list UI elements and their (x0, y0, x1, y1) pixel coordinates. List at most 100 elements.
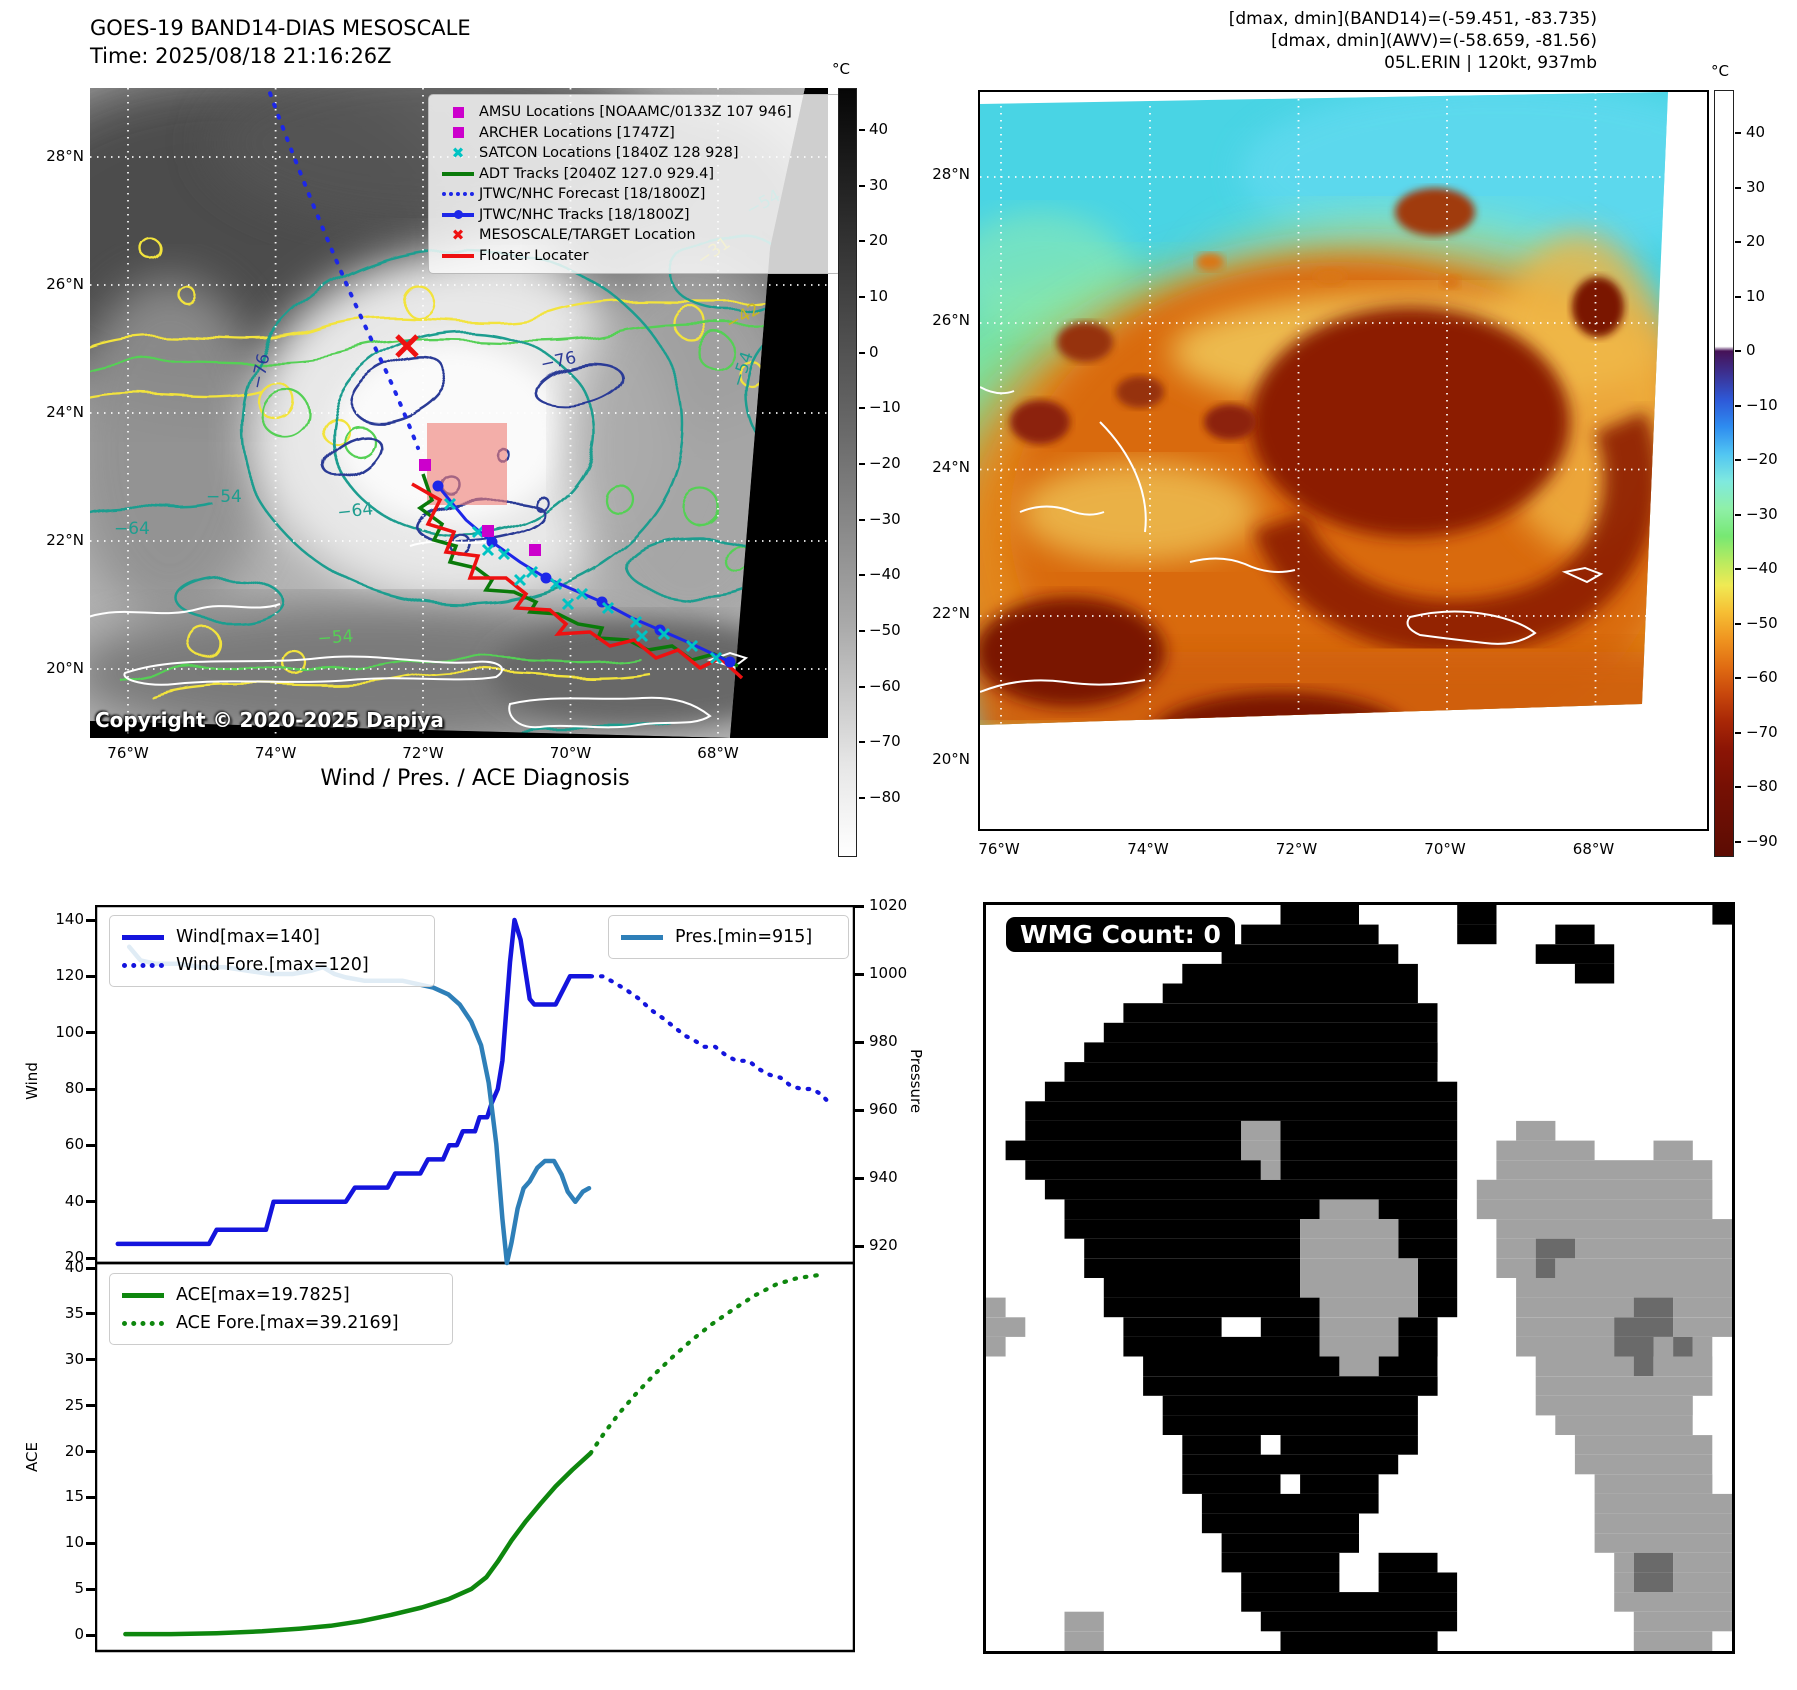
band14-colorbar-tick: −50 (869, 621, 901, 640)
band14-colorbar-tick: −20 (869, 454, 901, 473)
wmg-cell-run (1574, 1435, 1713, 1455)
legend-item: AMSU Locations [NOAAMC/0133Z 107 946] (437, 102, 833, 123)
legend-item: ✖ SATCON Locations [1840Z 128 928] (437, 143, 833, 164)
awv-colorbar-tick: 40 (1746, 123, 1766, 141)
series-Wind Fore.[max=120] (588, 974, 832, 1106)
awv-lat-tick: 22°N (932, 604, 970, 622)
wmg-cell-run (1594, 1533, 1732, 1553)
wmg-cell-run (1084, 1258, 1301, 1278)
wmg-cell-run (1633, 1297, 1674, 1318)
satcon-x-markers (443, 497, 723, 665)
pressure-legend: Pres.[min=915] (608, 915, 849, 959)
awv-imagery (980, 92, 1707, 829)
band14-colorbar-tickmark (859, 630, 865, 633)
wmg-cell-run (1319, 1199, 1379, 1220)
wmg-cell-run (1653, 1336, 1674, 1357)
awv-lon-tick: 74°W (1127, 840, 1169, 858)
wind-tick: 80 (64, 1079, 84, 1097)
band14-lat-tick: 20°N (46, 659, 84, 677)
adt-track (416, 473, 739, 668)
awv-colorbar-tick: −90 (1746, 831, 1778, 850)
wmg-cell-run (1535, 944, 1615, 964)
awv-lon-tick: 70°W (1424, 840, 1466, 858)
wmg-cell-run (1516, 1278, 1732, 1298)
wmg-cell-run (1535, 1356, 1634, 1377)
awv-colorbar (1714, 90, 1734, 857)
awv-colorbar-tickmark (1735, 295, 1741, 298)
band14-colorbar-tickmark (859, 129, 865, 131)
band14-colorbar-unit: °C (832, 60, 850, 78)
wmg-cell-run (1123, 1003, 1438, 1023)
wmg-cell-run (1633, 1611, 1732, 1632)
chart-legend-label: ACE Fore.[max=39.2169] (176, 1313, 399, 1333)
wmg-cell-run (1496, 1160, 1713, 1180)
wind-legend: Wind[max=140] Wind Fore.[max=120] (109, 915, 435, 987)
chart-legend-label: Wind Fore.[max=120] (176, 955, 369, 975)
ace-tickmark (86, 1358, 95, 1362)
line-red-icon (437, 254, 479, 258)
band14-colorbar-tick: −10 (869, 398, 901, 417)
wmg-cell-run (1633, 1356, 1654, 1377)
wmg-cell-run (1241, 1592, 1458, 1612)
wind-tick: 120 (55, 966, 84, 985)
wind-tick: 140 (55, 910, 84, 928)
wmg-cell-run (1300, 1219, 1399, 1239)
ace-tick: 10 (64, 1533, 84, 1552)
amsu-archer-squares (419, 459, 541, 556)
wind-tick: 60 (64, 1135, 84, 1154)
ace-tickmark (86, 1633, 95, 1637)
wmg-cell-run (1319, 1336, 1399, 1357)
wmg-cell-run (1535, 1238, 1575, 1259)
wmg-cell-run (1280, 1631, 1438, 1651)
wmg-cell-run (1378, 1552, 1438, 1573)
wind-tickmark (86, 1031, 95, 1035)
wind-tickmark (86, 1087, 95, 1091)
wmg-cell-run (1182, 1435, 1261, 1455)
wmg-cell-run (1201, 1493, 1379, 1514)
wmg-cell-run (1182, 963, 1418, 984)
band14-colorbar-tick: 10 (869, 287, 889, 305)
ace-tickmark (86, 1266, 95, 1270)
wmg-cell-run (1535, 1376, 1713, 1396)
awv-colorbar-tickmark (1735, 513, 1741, 516)
wmg-cell-run (1692, 1336, 1713, 1357)
chart-legend-item: ACE[max=19.7825] (122, 1281, 440, 1309)
ace-tick: 20 (64, 1441, 84, 1460)
wmg-cell-run (1260, 1317, 1320, 1337)
wind-tickmark (86, 1143, 95, 1147)
wmg-cell-run (1673, 1572, 1732, 1593)
wmg-cell-run (1005, 1140, 1242, 1161)
wmg-cell-run (1241, 1140, 1281, 1161)
ace-tick: 40 (64, 1258, 84, 1276)
sq-magenta-icon (437, 127, 479, 139)
wmg-cell-run (1064, 1199, 1320, 1220)
band14-colorbar-tickmark (859, 797, 865, 800)
pressure-tickmark (855, 904, 864, 908)
awv-colorbar-tick: −80 (1746, 777, 1778, 795)
band14-colorbar-tickmark (859, 574, 865, 577)
band14-lat-tick: 28°N (46, 147, 84, 165)
pressure-axis-label: Pressure (907, 1049, 925, 1114)
wmg-cell-run (1201, 1513, 1359, 1534)
chart-legend-label: Pres.[min=915] (675, 927, 813, 947)
legend-item-label: ARCHER Locations [1747Z] (479, 124, 675, 141)
pressure-tickmark (855, 972, 864, 976)
wmg-cell-run (1633, 1552, 1674, 1573)
awv-colorbar-tickmark (1735, 840, 1741, 843)
wmg-cell-run (1574, 1238, 1732, 1259)
diagnosis-charts: Wind[max=140] Wind Fore.[max=120] Pres.[m… (94, 904, 856, 1653)
pressure-tickmark (855, 1108, 864, 1112)
wind-tickmark (86, 918, 95, 922)
ace-tick: 30 (64, 1349, 84, 1368)
wmg-cell-run (1378, 1356, 1438, 1377)
awv-colorbar-tick: 0 (1746, 341, 1756, 359)
chart-legend-item: Wind[max=140] (122, 923, 422, 951)
series-Wind[max=140] (115, 917, 593, 1247)
wmg-cell-run (1300, 1238, 1399, 1259)
wmg-cell-run (1673, 1552, 1732, 1573)
wmg-cell-run (1241, 1120, 1281, 1141)
legend-item-label: SATCON Locations [1840Z 128 928] (479, 145, 739, 162)
legend-item: ARCHER Locations [1747Z] (437, 123, 833, 144)
legend-item-label: JTWC/NHC Tracks [18/1800Z] (479, 206, 690, 223)
legend-item: JTWC/NHC Tracks [18/1800Z] (437, 205, 833, 226)
